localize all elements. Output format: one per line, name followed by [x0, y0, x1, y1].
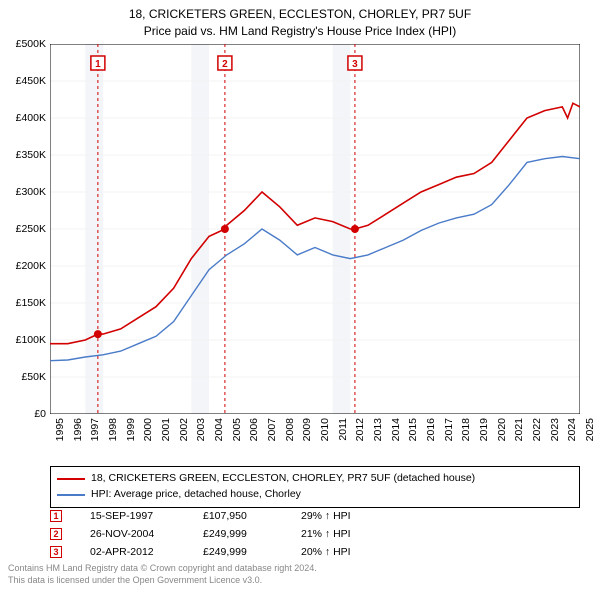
sale-pct-3: 20% ↑ HPI [301, 546, 381, 558]
legend-swatch-hpi [57, 494, 85, 496]
x-tick-label: 1996 [72, 418, 84, 441]
sale-row-3: 3 02-APR-2012 £249,999 20% ↑ HPI [50, 543, 381, 561]
x-tick-label: 1999 [125, 418, 137, 441]
sale-date-1: 15-SEP-1997 [90, 510, 175, 522]
y-tick-label: £500K [0, 38, 46, 50]
x-tick-label: 2011 [337, 418, 349, 441]
chart-area: 123 £0£50K£100K£150K£200K£250K£300K£350K… [50, 44, 580, 434]
x-tick-label: 2006 [248, 418, 260, 441]
sale-pct-1: 29% ↑ HPI [301, 510, 381, 522]
attribution-line1: Contains HM Land Registry data © Crown c… [8, 563, 317, 575]
legend-label-hpi: HPI: Average price, detached house, Chor… [91, 487, 301, 503]
y-tick-label: £100K [0, 334, 46, 346]
sale-marker-3: 3 [50, 546, 62, 558]
x-tick-label: 1995 [54, 418, 66, 441]
x-tick-label: 2016 [425, 418, 437, 441]
x-tick-label: 2012 [354, 418, 366, 441]
sale-date-3: 02-APR-2012 [90, 546, 175, 558]
x-tick-label: 2009 [301, 418, 313, 441]
sale-marker-2: 2 [50, 528, 62, 540]
x-tick-label: 2008 [284, 418, 296, 441]
x-tick-label: 2025 [584, 418, 596, 441]
y-tick-label: £50K [0, 371, 46, 383]
chart-svg: 1 2 3 [50, 44, 580, 414]
x-tick-label: 1998 [107, 418, 119, 441]
chart-container: 18, CRICKETERS GREEN, ECCLESTON, CHORLEY… [0, 0, 600, 590]
x-tick-label: 2002 [178, 418, 190, 441]
y-tick-label: £400K [0, 112, 46, 124]
x-tick-label: 2024 [566, 418, 578, 441]
sale-row-1: 1 15-SEP-1997 £107,950 29% ↑ HPI [50, 507, 381, 525]
svg-text:3: 3 [352, 59, 358, 70]
attribution: Contains HM Land Registry data © Crown c… [8, 563, 317, 586]
sale-price-2: £249,999 [203, 528, 273, 540]
sale-marker-1: 1 [50, 510, 62, 522]
title-line1: 18, CRICKETERS GREEN, ECCLESTON, CHORLEY… [0, 6, 600, 23]
sales-table: 1 15-SEP-1997 £107,950 29% ↑ HPI 2 26-NO… [50, 507, 381, 561]
legend-swatch-property [57, 478, 85, 480]
y-tick-label: £200K [0, 260, 46, 272]
x-tick-label: 2013 [372, 418, 384, 441]
x-tick-label: 1997 [89, 418, 101, 441]
x-tick-label: 2001 [160, 418, 172, 441]
sale-price-3: £249,999 [203, 546, 273, 558]
y-tick-label: £150K [0, 297, 46, 309]
svg-text:1: 1 [95, 59, 101, 70]
x-tick-label: 2000 [142, 418, 154, 441]
sale-price-1: £107,950 [203, 510, 273, 522]
y-tick-label: £350K [0, 149, 46, 161]
x-tick-label: 2021 [513, 418, 525, 441]
y-tick-label: £300K [0, 186, 46, 198]
sale-pct-2: 21% ↑ HPI [301, 528, 381, 540]
attribution-line2: This data is licensed under the Open Gov… [8, 575, 317, 587]
x-tick-label: 2022 [531, 418, 543, 441]
y-tick-label: £450K [0, 75, 46, 87]
x-tick-label: 2019 [478, 418, 490, 441]
x-tick-label: 2018 [460, 418, 472, 441]
x-tick-label: 2004 [213, 418, 225, 441]
x-tick-label: 2017 [443, 418, 455, 441]
legend-label-property: 18, CRICKETERS GREEN, ECCLESTON, CHORLEY… [91, 471, 475, 487]
y-tick-label: £250K [0, 223, 46, 235]
sale-row-2: 2 26-NOV-2004 £249,999 21% ↑ HPI [50, 525, 381, 543]
y-tick-label: £0 [0, 408, 46, 420]
svg-text:2: 2 [222, 59, 228, 70]
title-line2: Price paid vs. HM Land Registry's House … [0, 23, 600, 40]
x-tick-label: 2010 [319, 418, 331, 441]
legend-row-property: 18, CRICKETERS GREEN, ECCLESTON, CHORLEY… [57, 471, 573, 487]
x-tick-label: 2020 [496, 418, 508, 441]
x-tick-label: 2023 [549, 418, 561, 441]
x-tick-label: 2005 [231, 418, 243, 441]
x-tick-label: 2015 [407, 418, 419, 441]
sale-date-2: 26-NOV-2004 [90, 528, 175, 540]
legend-row-hpi: HPI: Average price, detached house, Chor… [57, 487, 573, 503]
legend: 18, CRICKETERS GREEN, ECCLESTON, CHORLEY… [50, 466, 580, 508]
title-block: 18, CRICKETERS GREEN, ECCLESTON, CHORLEY… [0, 0, 600, 40]
x-tick-label: 2014 [390, 418, 402, 441]
x-tick-label: 2003 [195, 418, 207, 441]
x-tick-label: 2007 [266, 418, 278, 441]
